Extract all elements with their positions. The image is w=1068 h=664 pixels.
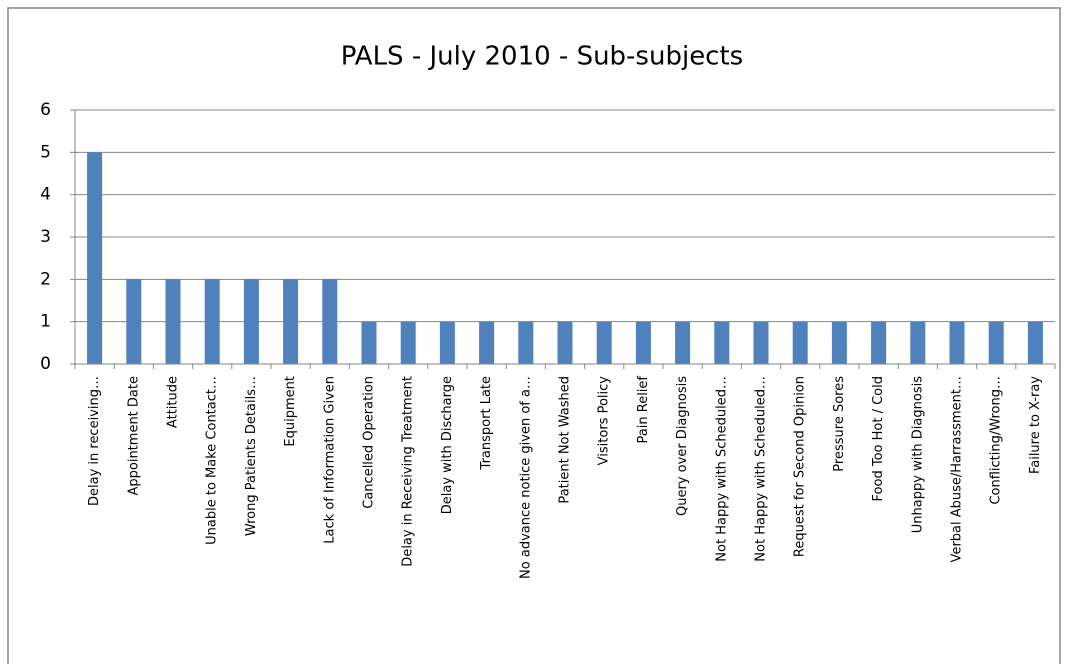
x-tick-label: Delay with Discharge [440, 376, 455, 514]
x-tick-label: Verbal Abuse/Harrassment… [950, 376, 965, 562]
bar [753, 321, 769, 364]
bar [439, 321, 455, 364]
bar [871, 321, 887, 364]
bar [1027, 321, 1043, 364]
y-tick-label: 1 [40, 312, 51, 332]
bar [283, 279, 299, 364]
bar [204, 279, 220, 364]
x-tick-label: Patient Not Washed [558, 376, 573, 504]
x-tick-label: Delay in receiving… [87, 376, 102, 506]
x-tick-label: Unhappy with Diagnosis [910, 376, 925, 533]
x-tick-label: Appointment Date [126, 376, 141, 496]
bar [910, 321, 926, 364]
bar [949, 321, 965, 364]
bar [792, 321, 808, 364]
y-tick-label: 6 [40, 100, 51, 120]
x-tick-label: Visitors Policy [597, 376, 612, 466]
x-tick-label: Delay in Receiving Treatment [401, 376, 416, 567]
x-tick-label: Food Too Hot / Cold [871, 376, 886, 501]
x-tick-label: Pressure Sores [832, 376, 847, 472]
x-tick-label: Failure to X-ray [1028, 376, 1043, 474]
x-tick-label: Lack of Information Given [322, 376, 337, 544]
x-tick-label: Attitude [166, 376, 181, 428]
bar [165, 279, 181, 364]
bar [831, 321, 847, 364]
bar [714, 321, 730, 364]
bar [635, 321, 651, 364]
x-tick-label: Request for Second Opinion [793, 376, 808, 557]
x-tick-label: Transport Late [479, 376, 494, 470]
y-tick-label: 2 [40, 269, 51, 289]
x-tick-label: Conflicting/Wrong… [989, 376, 1004, 505]
bar [243, 279, 259, 364]
x-tick-label: Cancelled Operation [362, 376, 377, 509]
x-tick-label: Equipment [283, 376, 298, 447]
bar [400, 321, 416, 364]
bar [479, 321, 495, 364]
x-tick-label: Not Happy with Scheduled… [714, 376, 729, 562]
bar [557, 321, 573, 364]
x-tick-label: Wrong Patients Details… [244, 376, 259, 536]
x-tick-label: Unable to Make Contact… [205, 376, 220, 545]
bar [596, 321, 612, 364]
bar [361, 321, 377, 364]
bar [322, 279, 338, 364]
y-tick-label: 0 [40, 354, 51, 374]
bar [988, 321, 1004, 364]
y-tick-label: 5 [40, 142, 51, 162]
bar [126, 279, 142, 364]
x-tick-label: Not Happy with Scheduled… [754, 376, 769, 562]
y-tick-label: 4 [40, 185, 51, 205]
x-tick-label: Query over Diagnosis [675, 376, 690, 516]
bar [87, 152, 103, 364]
y-tick-label: 3 [40, 227, 51, 247]
bar [518, 321, 534, 364]
x-tick-label: Pain Relief [636, 376, 651, 444]
x-tick-label: No advance notice given of a… [518, 376, 533, 579]
bar [675, 321, 691, 364]
chart-title: PALS - July 2010 - Sub-subjects [341, 42, 743, 72]
